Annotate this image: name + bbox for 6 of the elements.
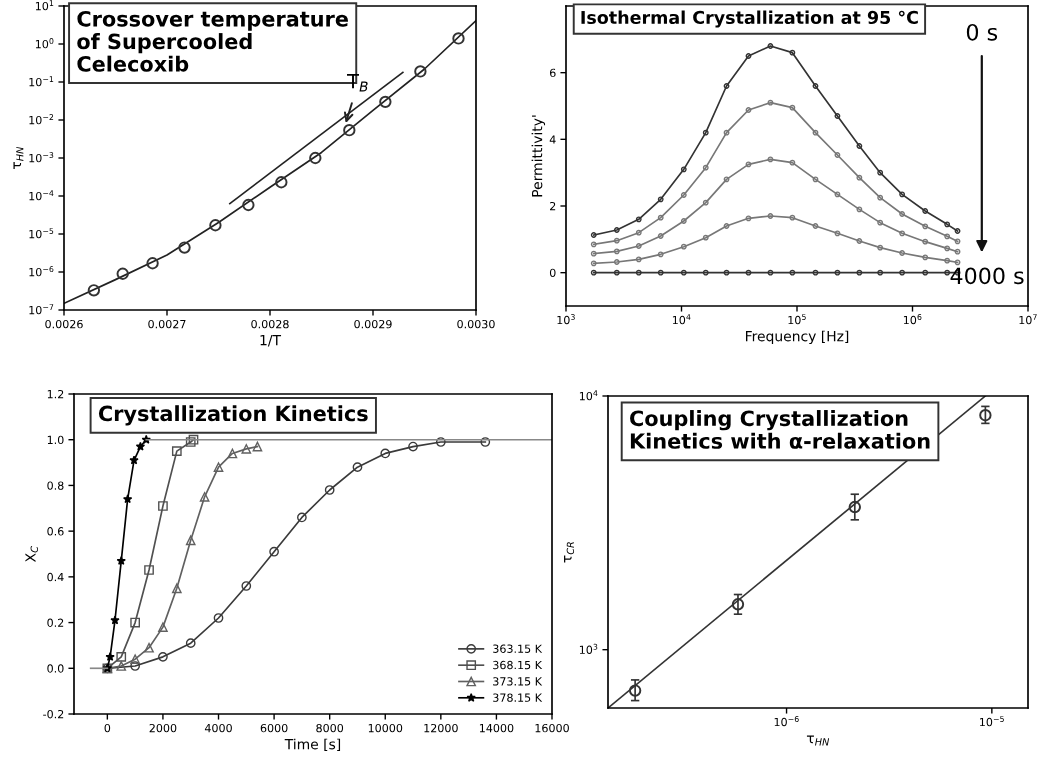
annotation: 0 s	[966, 23, 998, 41]
text: Crystallization Kinetics	[98, 405, 368, 426]
text: Crossover temperature of Supercooled Celecoxib	[77, 10, 348, 72]
annotation: 4000 s	[950, 267, 1024, 285]
chart-title: Isothermal Crystallization at 95 °C	[581, 10, 918, 28]
text: Coupling Crystallization Kinetics with α-relaxation	[630, 410, 930, 449]
